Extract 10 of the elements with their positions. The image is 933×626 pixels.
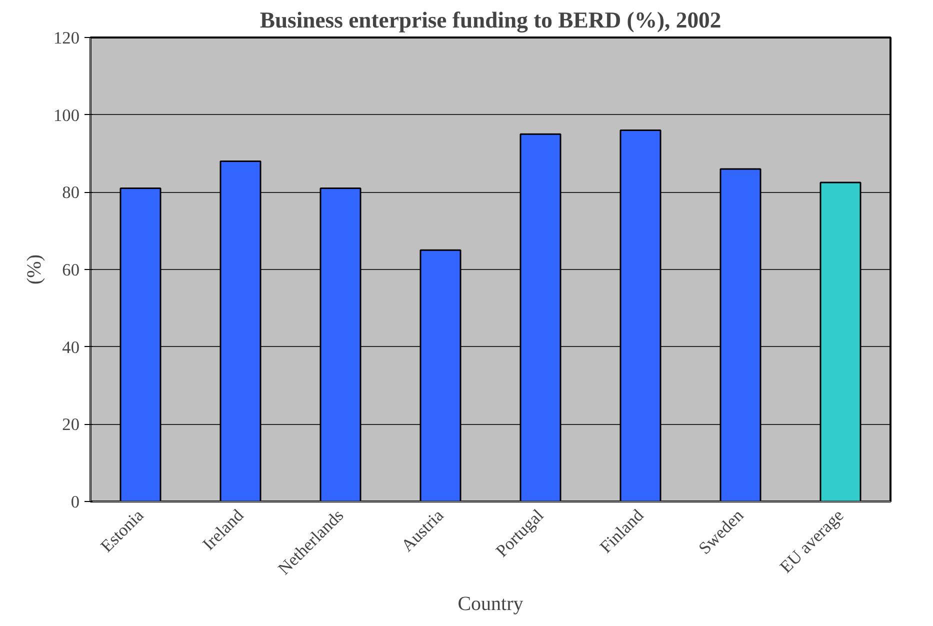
x-axis-title: Country <box>458 593 524 616</box>
y-tick-label: 80 <box>62 183 80 202</box>
y-tick-label: 40 <box>62 338 80 357</box>
y-tick-label: 20 <box>62 415 80 434</box>
y-tick-label: 0 <box>70 492 80 512</box>
y-tick-label: 120 <box>54 28 80 48</box>
y-tick-label: 60 <box>62 260 80 280</box>
y-axis-title: (%) <box>24 254 46 284</box>
chart-title: Business enterprise funding to BERD (%), 2002 <box>260 8 722 32</box>
y-tick-label: 100 <box>54 106 80 125</box>
